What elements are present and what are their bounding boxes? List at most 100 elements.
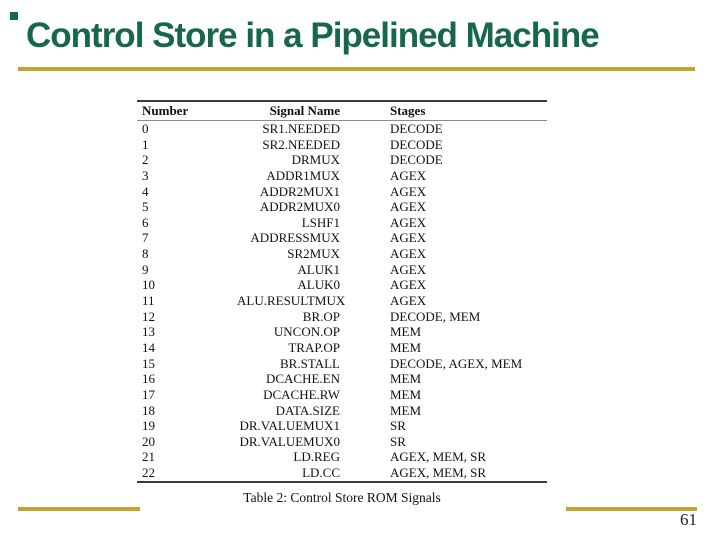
row-number: 5 (142, 199, 149, 215)
stages: AGEX (390, 261, 427, 277)
signal-name: DR.VALUEMUX1 (239, 418, 340, 434)
signal-name: UNCON.OP (273, 324, 340, 340)
signal-name: BR.OP (302, 308, 340, 324)
signal-name: ALU.RESULTMUX (237, 293, 346, 309)
table-row: 3 ADDR1MUX AGEX (137, 168, 547, 184)
table-row: 1 SR2.NEEDED DECODE (137, 137, 547, 153)
table-top-rule (137, 100, 547, 102)
row-number: 8 (142, 246, 149, 262)
stages: AGEX (390, 277, 427, 293)
signal-name: ALUK1 (297, 261, 340, 277)
row-number: 0 (142, 121, 149, 136)
stages: AGEX (390, 167, 427, 183)
stages: MEM (390, 324, 422, 340)
title-underline (18, 67, 695, 71)
signal-name: DRMUX (291, 152, 340, 168)
stages: AGEX (390, 199, 427, 215)
row-number: 13 (142, 324, 155, 340)
signal-name: ADDR1MUX (266, 167, 340, 183)
table-row: 12 BR.OP DECODE, MEM (137, 309, 547, 325)
table-row: 2 DRMUX DECODE (137, 152, 547, 168)
table-row: 5 ADDR2MUX0 AGEX (137, 199, 547, 215)
page-number: 61 (680, 510, 697, 529)
table-row: 11 ALU.RESULTMUX AGEX (137, 293, 547, 309)
table-header-row: Number Signal Name Stages (137, 102, 547, 121)
stages: DECODE, AGEX, MEM (390, 355, 523, 371)
slide-title: Control Store in a Pipelined Machine (26, 16, 600, 55)
table-row: 15 BR.STALL DECODE, AGEX, MEM (137, 356, 547, 372)
signal-name: DR.VALUEMUX0 (239, 433, 340, 449)
table-row: 17 DCACHE.RW MEM (137, 387, 547, 403)
stages: MEM (390, 402, 422, 418)
stages: AGEX (390, 230, 427, 246)
signal-name: LSHF1 (301, 214, 340, 230)
row-number: 4 (142, 183, 149, 199)
row-number: 17 (142, 386, 155, 402)
stages: AGEX (390, 293, 427, 309)
row-number: 12 (142, 308, 155, 324)
signal-name: TRAP.OP (288, 339, 340, 355)
table-row: 8 SR2MUX AGEX (137, 246, 547, 262)
signal-name: ADDR2MUX1 (259, 183, 340, 199)
stages: DECODE (390, 121, 443, 136)
signal-name: SR1.NEEDED (262, 121, 340, 136)
row-number: 20 (142, 433, 155, 449)
table-row: 14 TRAP.OP MEM (137, 340, 547, 356)
table-row: 10 ALUK0 AGEX (137, 277, 547, 293)
row-number: 19 (142, 418, 155, 434)
row-number: 10 (142, 277, 155, 293)
stages: AGEX, MEM, SR (390, 449, 487, 465)
row-number: 3 (142, 167, 149, 183)
col-header-signal-name: Signal Name (269, 103, 340, 118)
table-row: 7 ADDRESSMUX AGEX (137, 230, 547, 246)
stages: MEM (390, 386, 422, 402)
row-number: 11 (142, 293, 155, 309)
row-number: 21 (142, 449, 155, 465)
stages: DECODE (390, 152, 443, 168)
row-number: 2 (142, 152, 149, 168)
signal-name: BR.STALL (280, 355, 340, 371)
signal-name: ADDR2MUX0 (259, 199, 340, 215)
footer-accent-line-right (566, 507, 697, 511)
row-number: 6 (142, 214, 149, 230)
col-header-stages: Stages (390, 103, 426, 118)
signal-name: ADDRESSMUX (250, 230, 340, 246)
signal-name: SR2.NEEDED (262, 136, 340, 152)
signal-name: DCACHE.EN (265, 371, 340, 387)
footer-accent-line-left (18, 507, 140, 511)
table-caption: Table 2: Control Store ROM Signals (243, 490, 441, 505)
table-row: 13 UNCON.OP MEM (137, 324, 547, 340)
table-row: 9 ALUK1 AGEX (137, 262, 547, 278)
row-number: 14 (142, 339, 155, 355)
col-header-number: Number (142, 103, 189, 118)
table-bottom-rule (137, 480, 547, 483)
signal-name: DCACHE.RW (263, 386, 340, 402)
row-number: 9 (142, 261, 149, 277)
signal-name: SR2MUX (287, 246, 340, 262)
stages: AGEX (390, 183, 427, 199)
stages: AGEX (390, 246, 427, 262)
row-number: 22 (142, 465, 155, 481)
table-body: 0 SR1.NEEDED DECODE 1 SR2.NEEDED DECODE 2 DRMUX… (137, 121, 547, 481)
title-bullet-square (10, 12, 18, 20)
signal-name: DATA.SIZE (275, 402, 340, 418)
table-row: 0 SR1.NEEDED DECODE (137, 121, 547, 137)
row-number: 16 (142, 371, 155, 387)
signal-name: LD.REG (293, 449, 340, 465)
table-row: 22 LD.CC AGEX, MEM, SR (137, 465, 547, 481)
stages: DECODE (390, 136, 443, 152)
table-row: 20 DR.VALUEMUX0 SR (137, 434, 547, 450)
table-row: 4 ADDR2MUX1 AGEX (137, 184, 547, 200)
control-store-table: Number Signal Name Stages 0 SR1.NEEDED DEC… (137, 100, 547, 483)
stages: AGEX, MEM, SR (390, 465, 487, 481)
table-row: 18 DATA.SIZE MEM (137, 403, 547, 419)
signal-name: LD.CC (302, 465, 340, 481)
stages: SR (390, 418, 406, 434)
table-row: 16 DCACHE.EN MEM (137, 371, 547, 387)
row-number: 7 (142, 230, 149, 246)
stages: AGEX (390, 214, 427, 230)
row-number: 15 (142, 355, 155, 371)
stages: MEM (390, 371, 422, 387)
row-number: 1 (142, 136, 149, 152)
